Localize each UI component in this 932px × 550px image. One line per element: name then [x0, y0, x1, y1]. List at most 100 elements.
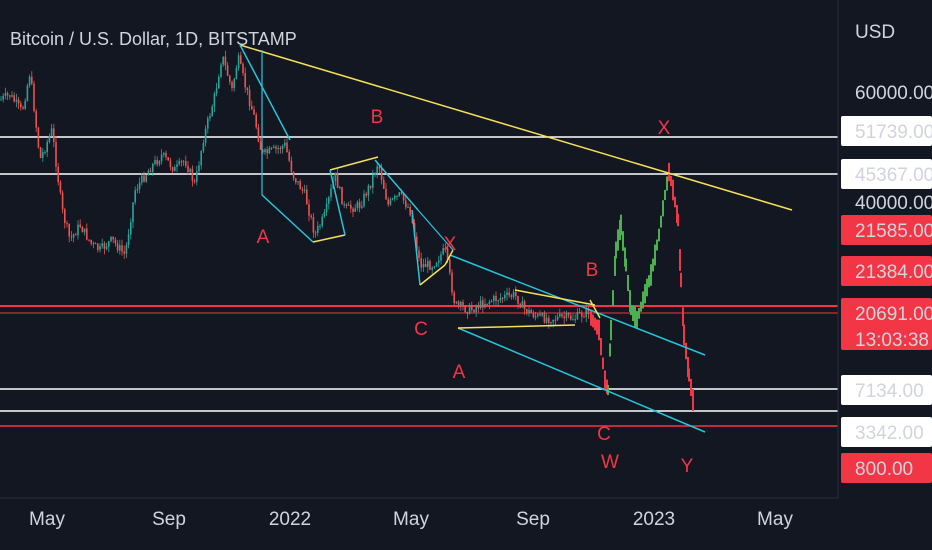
candle-body	[141, 175, 143, 183]
candle-body	[556, 316, 559, 320]
candle-body	[442, 248, 444, 255]
projection-candle	[670, 175, 672, 187]
candle-body	[295, 178, 297, 183]
candle-body	[367, 185, 370, 196]
candle-body	[354, 208, 356, 212]
candle-body	[292, 171, 295, 179]
candle-body	[132, 202, 134, 223]
projection-candle	[615, 241, 617, 259]
projection-candle	[644, 284, 646, 304]
projection-candle	[690, 378, 692, 397]
projection-candle	[658, 228, 660, 242]
candle-body	[53, 128, 55, 143]
candle-body	[44, 152, 46, 154]
candle-body	[270, 147, 273, 149]
candle-body	[361, 206, 363, 208]
candle-body	[380, 168, 383, 180]
wave-label-c: C	[597, 424, 611, 445]
candle-body	[64, 209, 66, 223]
candle-body	[11, 95, 13, 97]
projection-candle	[648, 275, 650, 288]
candle-body	[429, 260, 431, 270]
candle-body	[515, 292, 517, 296]
candle-body	[246, 87, 249, 91]
candle-body	[198, 165, 200, 172]
candle-body	[460, 301, 462, 306]
candle-body	[171, 167, 174, 172]
wave-label-y: Y	[681, 456, 694, 477]
projection-candle	[600, 338, 602, 356]
candle-body	[389, 199, 392, 205]
projection-candle	[620, 214, 622, 236]
candle-body	[37, 127, 40, 148]
projection-candle	[674, 196, 676, 208]
projection-candle	[660, 215, 662, 228]
candle-body	[242, 63, 244, 74]
candle-body	[457, 301, 460, 306]
price-tag-value: 800.00	[855, 459, 913, 480]
candle-body	[253, 109, 255, 115]
candle-body	[435, 262, 438, 267]
candle-body	[552, 319, 554, 323]
candle-body	[145, 175, 147, 182]
candle-body	[563, 316, 565, 319]
wave-label-w: W	[601, 452, 619, 473]
projection-candle	[604, 370, 606, 390]
candle-body	[299, 181, 301, 190]
candle-body	[387, 199, 389, 205]
candle-body	[541, 313, 543, 316]
candle-body	[114, 239, 117, 244]
candle-body	[154, 159, 156, 164]
candle-body	[108, 241, 110, 247]
candle-body	[543, 313, 546, 323]
candle-body	[477, 306, 480, 309]
candle-body	[279, 148, 282, 150]
candle-body	[471, 305, 473, 310]
projection-candle	[594, 317, 596, 331]
candle-body	[2, 95, 4, 100]
price-tag-value: 3342.00	[855, 423, 924, 444]
candle-body	[339, 186, 341, 188]
candle-body	[449, 259, 451, 273]
candle-body	[519, 303, 521, 308]
candle-body	[554, 319, 557, 321]
candle-body	[559, 314, 561, 317]
candle-body	[376, 166, 378, 174]
projection-candle	[609, 343, 611, 357]
wedge-line-1	[329, 156, 379, 171]
candle-body	[152, 163, 154, 172]
candle-body	[55, 142, 57, 167]
candle-body	[438, 260, 440, 263]
candle-body	[400, 192, 403, 194]
candle-body	[17, 99, 20, 104]
candle-body	[508, 292, 510, 296]
projection-candle	[687, 356, 689, 378]
candle-body	[539, 314, 541, 316]
candle-body	[180, 161, 183, 163]
candle-body	[422, 263, 425, 268]
wave-label-a: A	[257, 227, 270, 248]
projection-candle	[654, 244, 656, 266]
candle-body	[255, 114, 257, 128]
wedge-line-4	[457, 324, 576, 329]
candle-body	[310, 215, 312, 218]
candle-body	[185, 161, 187, 166]
wave-label-b: B	[586, 260, 599, 281]
wave-label-a: A	[453, 362, 466, 383]
candle-body	[88, 239, 90, 241]
candle-body	[211, 106, 213, 117]
candle-body	[284, 142, 286, 146]
candle-body	[273, 146, 275, 148]
candlesticks	[0, 50, 694, 411]
price-tag-value: 21384.00	[855, 262, 932, 283]
projection-candle	[668, 162, 670, 182]
wave-label-x: X	[444, 234, 457, 255]
candle-body	[9, 95, 11, 97]
chart-title: Bitcoin / U.S. Dollar, 1D, BITSTAMP	[10, 29, 297, 49]
projection-candle	[666, 176, 668, 191]
projection-candle	[627, 274, 629, 292]
candle-body	[506, 292, 508, 295]
candle-body	[110, 236, 112, 242]
candle-body	[420, 258, 422, 268]
